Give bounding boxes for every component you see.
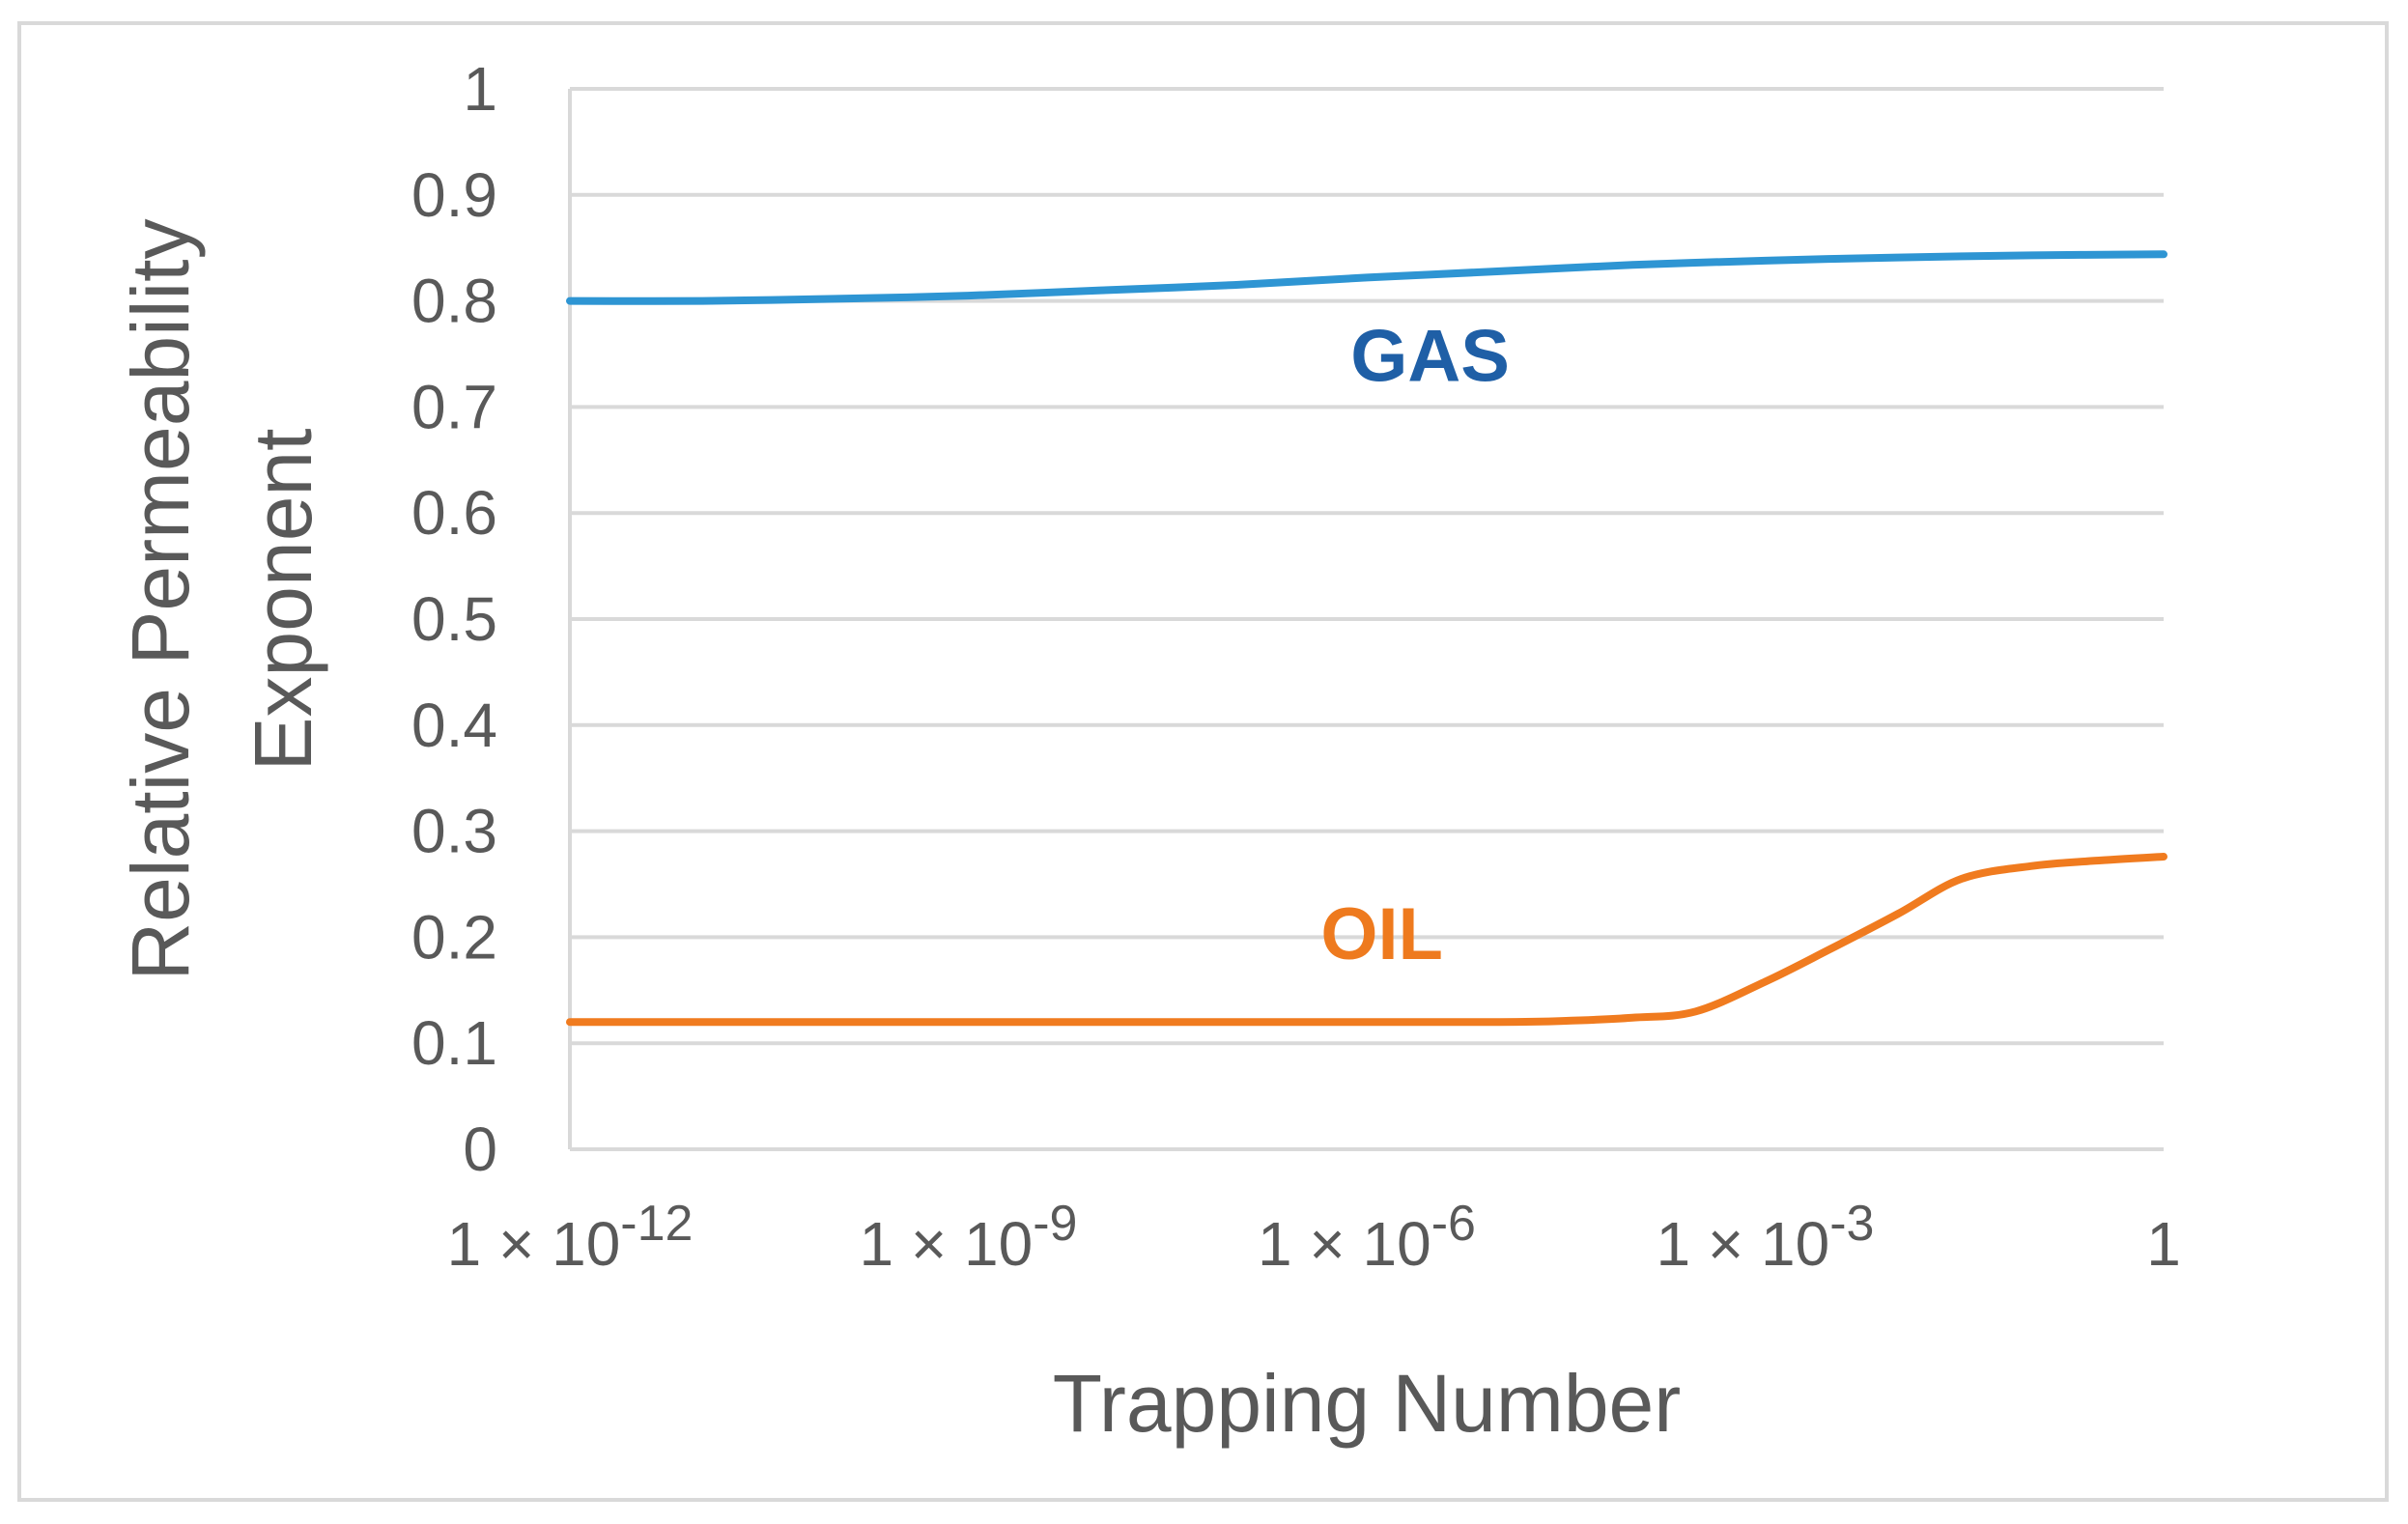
x-tick-label: 1 × 10-6 bbox=[1258, 1196, 1476, 1279]
y-tick-label: 0.9 bbox=[411, 160, 497, 230]
y-tick-label: 0.3 bbox=[411, 797, 497, 866]
y-tick-label: 0.4 bbox=[411, 691, 497, 760]
series-line-gas bbox=[566, 250, 2167, 305]
series-line-oil bbox=[566, 853, 2167, 1027]
x-tick-label: 1 × 10-3 bbox=[1657, 1196, 1875, 1279]
series-lines bbox=[566, 250, 2167, 1027]
y-tick-label: 0.6 bbox=[411, 478, 497, 548]
y-tick-label: 0.5 bbox=[411, 584, 497, 654]
series-labels: GAS OIL bbox=[1320, 316, 1510, 975]
series-label-oil: OIL bbox=[1320, 893, 1443, 975]
y-tick-label: 0.8 bbox=[411, 267, 497, 336]
chart-figure bbox=[17, 21, 2389, 1502]
y-axis-title-line2: Exponent bbox=[238, 429, 328, 772]
x-tick-label: 1 × 10-12 bbox=[447, 1196, 694, 1279]
y-axis-title-line1: Relative Permeability bbox=[115, 219, 206, 981]
x-axis-title: Trapping Number bbox=[1053, 1358, 1682, 1449]
y-tick-label: 0.2 bbox=[411, 902, 497, 972]
y-tick-label: 1 bbox=[463, 54, 497, 124]
gridlines bbox=[570, 87, 2164, 1046]
x-tick-label: 1 × 10-9 bbox=[860, 1196, 1078, 1279]
x-tick-label: 1 bbox=[2146, 1209, 2181, 1279]
axis-titles: Trapping Number Relative Permeability Expo… bbox=[115, 219, 1681, 1449]
axes bbox=[568, 89, 2164, 1151]
y-tick-label: 0.7 bbox=[411, 372, 497, 441]
series-label-gas: GAS bbox=[1350, 316, 1510, 398]
y-tick-labels: 0 0.1 0.2 0.3 0.4 0.5 0.6 0.7 0.8 0.9 1 bbox=[411, 54, 497, 1184]
x-tick-labels: 1 × 10-12 1 × 10-9 1 × 10-6 1 × 10-3 1 bbox=[447, 1196, 2181, 1279]
y-tick-label: 0.1 bbox=[411, 1008, 497, 1078]
y-tick-label: 0 bbox=[463, 1115, 497, 1184]
